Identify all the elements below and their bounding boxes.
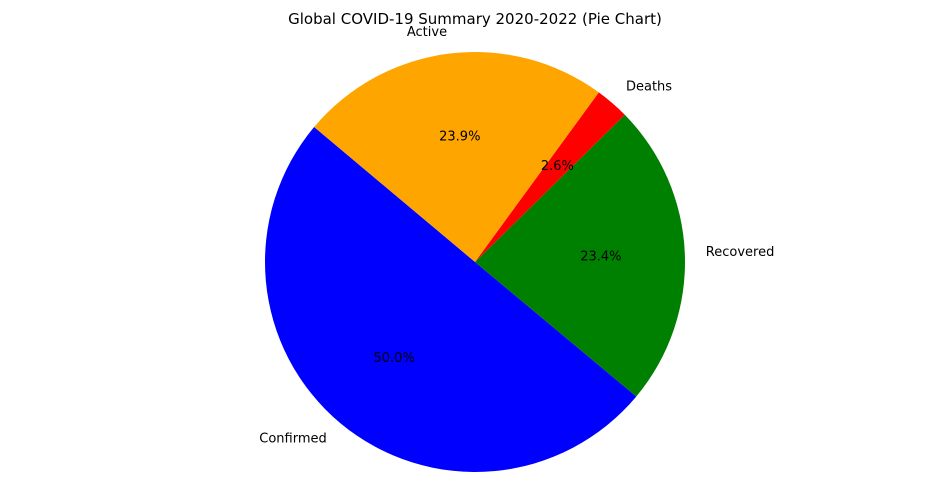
label-deaths: Deaths: [626, 80, 672, 95]
pie-slices: [264, 52, 685, 473]
percent-label-confirmed: 50.0%: [374, 351, 415, 366]
label-recovered: Recovered: [706, 245, 775, 260]
slice-deaths: [475, 92, 625, 262]
slice-confirmed: [264, 127, 637, 473]
slice-active: [314, 52, 599, 263]
percent-label-active: 23.9%: [439, 129, 480, 144]
chart-title: Global COVID-19 Summary 2020-2022 (Pie C…: [288, 10, 662, 28]
label-confirmed: Confirmed: [259, 432, 327, 447]
pie-labels: Confirmed 50.0% Recovered 23.4% Deaths 2.6% Ac…: [259, 25, 774, 446]
percent-label-recovered: 23.4%: [580, 249, 621, 264]
label-active: Active: [407, 25, 447, 40]
slice-recovered: [475, 114, 685, 397]
percent-label-deaths: 2.6%: [541, 159, 574, 174]
